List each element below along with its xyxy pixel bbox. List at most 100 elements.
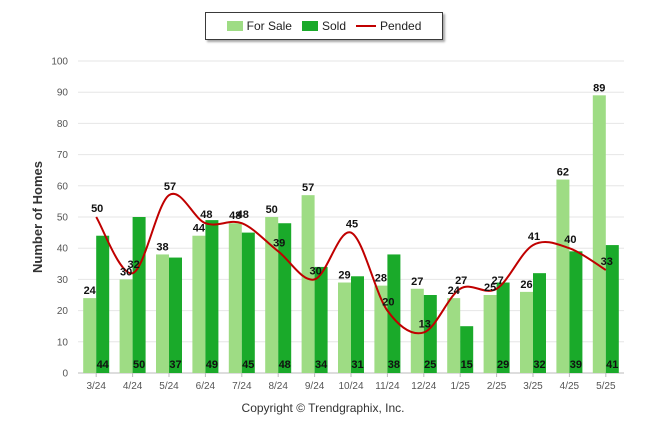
bar-sold-10/24	[351, 276, 364, 373]
label-sold-2/25: 29	[497, 359, 509, 371]
x-tick-label-3/25: 3/25	[523, 381, 543, 392]
bar-sold-2/25	[496, 282, 510, 373]
bar-sold-3/24	[96, 235, 110, 373]
label-sold-1/25: 15	[461, 359, 473, 371]
y-tick-label-30: 30	[57, 275, 69, 286]
x-tick-label-6/24: 6/24	[196, 381, 216, 392]
label-sold-3/24: 44	[97, 359, 110, 371]
x-tick-label-10/24: 10/24	[338, 381, 363, 392]
bar-for-sale-12/24	[410, 288, 424, 373]
x-tick-label-2/25: 2/25	[487, 381, 507, 392]
legend-swatch-for-sale	[226, 21, 243, 31]
label-pended-9/24: 30	[309, 265, 321, 277]
y-tick-label-60: 60	[57, 181, 69, 192]
bar-sold-11/24	[387, 254, 401, 373]
y-tick-label-0: 0	[62, 369, 68, 380]
line-pended	[95, 192, 607, 335]
label-sold-12/24: 25	[424, 359, 436, 371]
bar-for-sale-4/24	[119, 279, 133, 373]
label-pended-3/24: 50	[91, 203, 103, 215]
label-for-sale-6/24: 44	[193, 223, 206, 235]
x-tick-label-1/25: 1/25	[450, 381, 470, 392]
label-pended-5/25: 33	[601, 256, 613, 268]
y-tick-label-100: 100	[51, 57, 68, 68]
bar-sold-7/24	[241, 232, 255, 373]
legend-label-for-sale: For Sale	[246, 19, 292, 33]
label-pended-3/25: 41	[528, 231, 540, 243]
label-sold-11/24: 38	[388, 359, 400, 371]
y-tick-label-90: 90	[57, 88, 69, 99]
x-tick-label-3/24: 3/24	[86, 381, 106, 392]
bar-for-sale-6/24	[192, 235, 206, 373]
y-tick-label-70: 70	[57, 150, 69, 161]
label-pended-7/24: 48	[237, 209, 249, 221]
y-tick-label-80: 80	[57, 119, 69, 130]
label-pended-2/25: 27	[491, 275, 503, 287]
label-for-sale-1/25: 24	[448, 285, 461, 297]
bar-sold-12/24	[423, 295, 437, 373]
x-tick-label-5/24: 5/24	[159, 381, 179, 392]
legend-swatch-sold	[301, 21, 318, 31]
bar-for-sale-5/25	[592, 95, 606, 373]
legend-item-for-sale: For Sale	[226, 19, 292, 33]
label-pended-12/24: 13	[419, 318, 431, 330]
label-for-sale-3/25: 26	[520, 279, 532, 291]
y-tick-label-20: 20	[57, 306, 69, 317]
bar-for-sale-5/24	[156, 254, 169, 373]
bar-sold-6/24	[205, 220, 219, 373]
label-for-sale-4/25: 62	[557, 167, 569, 179]
bar-sold-9/24	[314, 266, 328, 373]
label-for-sale-2/25: 25	[484, 282, 496, 294]
label-pended-4/24: 32	[127, 259, 139, 271]
label-for-sale-4/24: 30	[120, 266, 132, 278]
label-pended-6/24: 48	[200, 209, 212, 221]
x-tick-label-9/24: 9/24	[305, 381, 325, 392]
label-sold-4/24: 50	[133, 359, 145, 371]
label-sold-10/24: 31	[351, 359, 363, 371]
label-for-sale-9/24: 57	[302, 182, 314, 194]
label-sold-5/24: 37	[169, 359, 181, 371]
label-sold-7/24: 45	[242, 359, 254, 371]
x-tick-label-8/24: 8/24	[268, 381, 288, 392]
label-pended-1/25: 27	[455, 275, 467, 287]
x-tick-label-5/25: 5/25	[596, 381, 616, 392]
bar-for-sale-2/25	[483, 295, 497, 373]
y-tick-label-10: 10	[57, 337, 69, 348]
bar-sold-4/24	[132, 217, 146, 373]
bar-for-sale-1/25	[447, 298, 461, 373]
label-for-sale-11/24: 28	[375, 273, 387, 285]
label-for-sale-7/24: 48	[229, 210, 241, 222]
label-for-sale-10/24: 29	[338, 270, 350, 282]
x-tick-label-4/25: 4/25	[560, 381, 580, 392]
bar-for-sale-11/24	[374, 285, 388, 373]
label-pended-11/24: 20	[382, 297, 394, 309]
label-sold-3/25: 32	[533, 359, 545, 371]
legend: For Sale Sold Pended	[205, 12, 443, 40]
bar-for-sale-7/24	[228, 223, 242, 373]
bar-sold-4/25	[569, 251, 583, 373]
label-for-sale-8/24: 50	[266, 204, 278, 216]
label-for-sale-5/24: 38	[156, 241, 168, 253]
label-for-sale-5/25: 89	[593, 82, 605, 94]
legend-label-sold: Sold	[321, 19, 346, 33]
x-tick-label-12/24: 12/24	[411, 381, 436, 392]
legend-item-pended: Pended	[356, 19, 421, 33]
bar-sold-3/25	[533, 273, 546, 373]
x-tick-label-4/24: 4/24	[123, 381, 143, 392]
copyright-text: Copyright © Trendgraphix, Inc.	[241, 401, 405, 415]
bar-for-sale-9/24	[301, 195, 315, 373]
label-pended-8/24: 39	[273, 237, 285, 249]
label-pended-4/25: 40	[564, 234, 576, 246]
label-pended-5/24: 57	[164, 181, 176, 193]
legend-item-sold: Sold	[301, 19, 346, 33]
bar-for-sale-3/25	[520, 291, 533, 373]
bar-for-sale-8/24	[265, 217, 279, 373]
label-sold-8/24: 48	[279, 359, 291, 371]
label-sold-6/24: 49	[206, 359, 218, 371]
label-sold-9/24: 34	[315, 359, 328, 371]
label-for-sale-3/24: 24	[84, 285, 97, 297]
bar-for-sale-10/24	[338, 282, 351, 373]
legend-label-pended: Pended	[380, 19, 422, 33]
